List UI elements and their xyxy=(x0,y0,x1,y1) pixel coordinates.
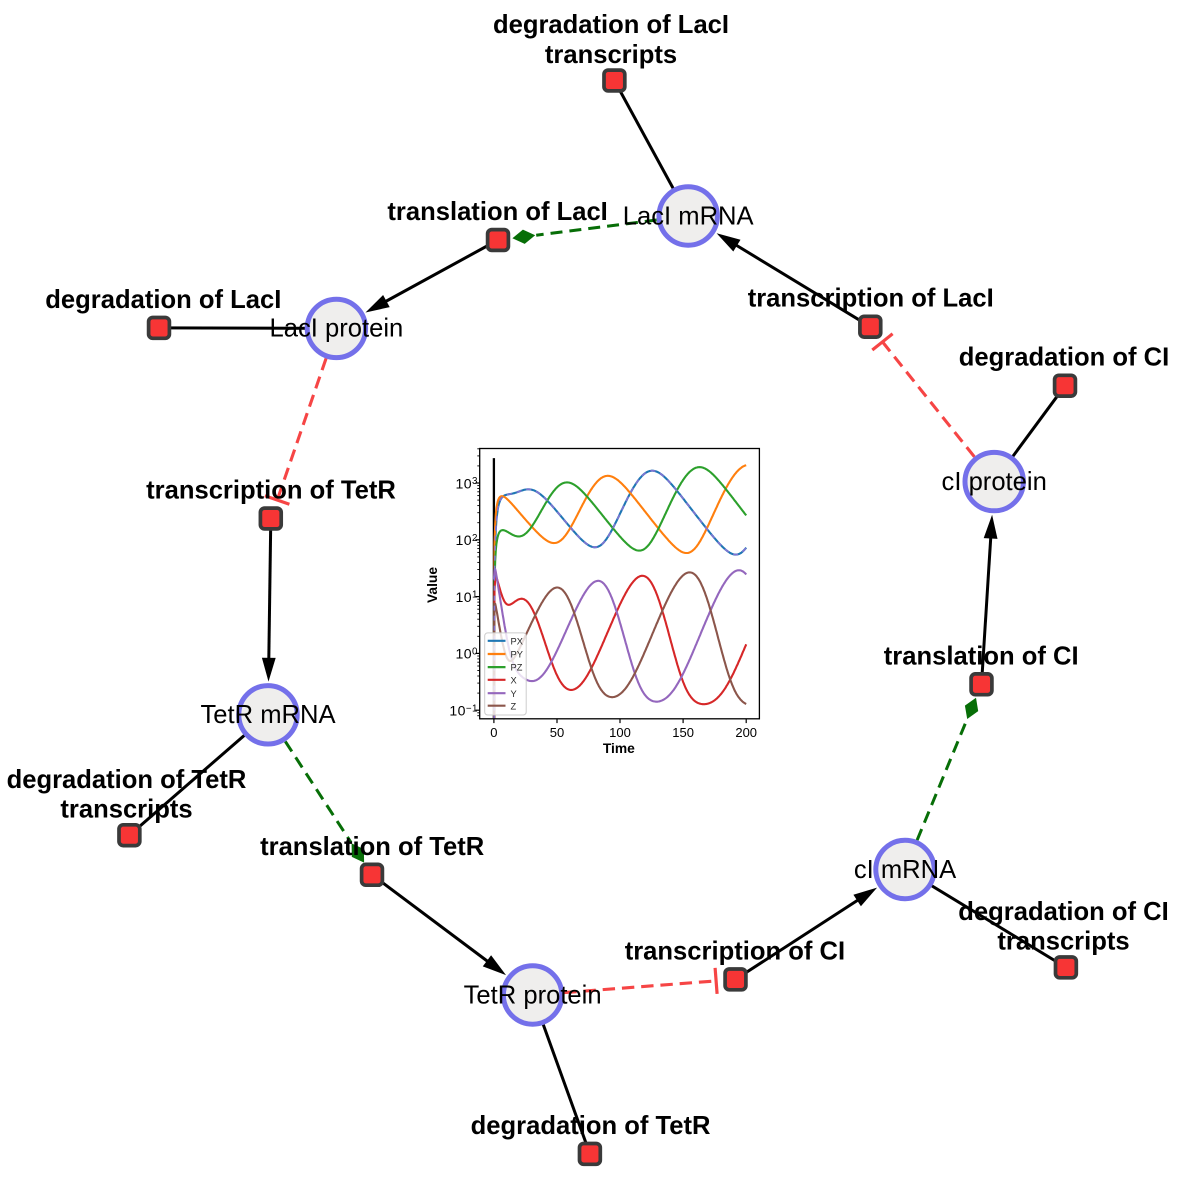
svg-text:PY: PY xyxy=(511,650,523,660)
svg-text:cI mRNA: cI mRNA xyxy=(854,856,957,884)
svg-text:degradation of TetR: degradation of TetR xyxy=(471,1112,711,1140)
svg-text:PZ: PZ xyxy=(511,663,523,673)
svg-text:101: 101 xyxy=(456,589,478,605)
svg-text:translation of TetR: translation of TetR xyxy=(260,833,484,861)
svg-text:Time: Time xyxy=(603,741,635,756)
svg-text:degradation of LacI: degradation of LacI xyxy=(493,11,729,39)
svg-text:Value: Value xyxy=(425,567,440,603)
svg-text:200: 200 xyxy=(735,725,757,740)
svg-text:TetR protein: TetR protein xyxy=(464,981,602,1009)
svg-text:TetR mRNA: TetR mRNA xyxy=(200,701,336,729)
svg-text:Z: Z xyxy=(511,701,517,711)
svg-text:150: 150 xyxy=(672,725,694,740)
svg-text:transcription of CI: transcription of CI xyxy=(625,937,845,965)
svg-text:degradation of LacI: degradation of LacI xyxy=(45,286,281,314)
svg-text:PX: PX xyxy=(511,636,523,646)
svg-text:0: 0 xyxy=(490,725,497,740)
svg-text:LacI protein: LacI protein xyxy=(270,315,404,343)
svg-text:LacI mRNA: LacI mRNA xyxy=(623,202,755,230)
svg-text:102: 102 xyxy=(456,532,478,548)
svg-text:degradation of CI: degradation of CI xyxy=(959,344,1169,372)
svg-text:cI protein: cI protein xyxy=(942,468,1047,496)
svg-text:X: X xyxy=(511,675,517,685)
svg-text:transcripts: transcripts xyxy=(545,41,677,69)
svg-text:transcripts: transcripts xyxy=(997,928,1129,956)
svg-text:transcription of LacI: transcription of LacI xyxy=(748,285,994,313)
svg-text:50: 50 xyxy=(550,725,564,740)
svg-text:transcripts: transcripts xyxy=(60,796,192,824)
svg-text:degradation of TetR: degradation of TetR xyxy=(7,766,247,794)
svg-text:translation of LacI: translation of LacI xyxy=(387,198,607,226)
svg-text:100: 100 xyxy=(609,725,631,740)
svg-text:degradation of CI: degradation of CI xyxy=(958,898,1168,926)
svg-text:translation of CI: translation of CI xyxy=(884,642,1079,670)
svg-text:Y: Y xyxy=(511,689,517,699)
svg-text:transcription of TetR: transcription of TetR xyxy=(146,477,396,505)
